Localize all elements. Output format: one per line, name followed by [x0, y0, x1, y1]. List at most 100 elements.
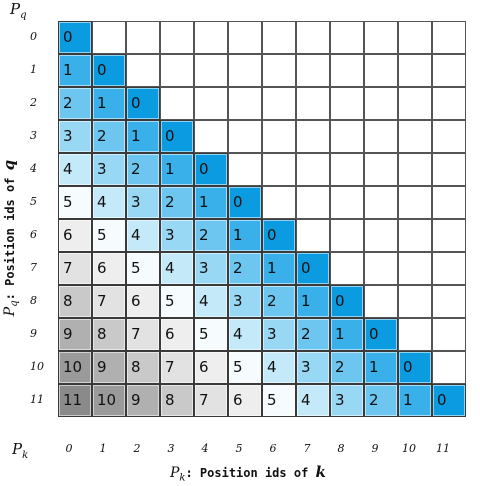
matrix-cell: 1 — [160, 153, 194, 186]
matrix-cell — [194, 54, 228, 87]
matrix-cell — [262, 186, 296, 219]
matrix-cell — [296, 219, 330, 252]
cell-value: 7 — [97, 292, 107, 310]
cell-value: 0 — [267, 226, 277, 244]
row-id-label: 6 — [30, 228, 37, 241]
matrix-cell — [398, 285, 432, 318]
col-id-label: 4 — [201, 442, 209, 455]
matrix-cell: 0 — [160, 120, 194, 153]
cell-value: 3 — [165, 226, 175, 244]
cell-value: 3 — [301, 358, 311, 376]
matrix-cell: 1 — [364, 351, 398, 384]
cell-value: 0 — [301, 259, 311, 277]
cell-value: 0 — [335, 292, 345, 310]
matrix-cell: 2 — [194, 219, 228, 252]
cell-value: 3 — [233, 292, 243, 310]
col-id-label: 6 — [269, 442, 277, 455]
matrix-cell — [330, 54, 364, 87]
matrix-cell — [330, 186, 364, 219]
cell-value: 9 — [131, 391, 141, 409]
row-id-label: 9 — [30, 327, 37, 340]
cell-value: 1 — [267, 259, 277, 277]
matrix-cell: 5 — [262, 384, 296, 417]
matrix-cell: 6 — [58, 219, 92, 252]
cell-value: 1 — [301, 292, 311, 310]
cell-value: 8 — [131, 358, 141, 376]
matrix-cell: 8 — [126, 351, 160, 384]
matrix-cell: 3 — [330, 384, 364, 417]
matrix-cell: 0 — [194, 153, 228, 186]
cell-value: 0 — [63, 28, 73, 46]
cell-value: 3 — [335, 391, 345, 409]
cell-value: 1 — [165, 160, 175, 178]
matrix-cell — [432, 21, 466, 54]
matrix-cell: 10 — [92, 384, 126, 417]
cell-value: 0 — [165, 127, 175, 145]
cell-value: 5 — [267, 391, 277, 409]
cell-value: 3 — [267, 325, 277, 343]
cell-value: 5 — [199, 325, 209, 343]
cell-value: 8 — [165, 391, 175, 409]
cell-value: 6 — [233, 391, 243, 409]
matrix-cell: 3 — [262, 318, 296, 351]
matrix-cell — [262, 54, 296, 87]
matrix-cell — [398, 21, 432, 54]
cell-value: 4 — [97, 193, 107, 211]
matrix-cell — [296, 21, 330, 54]
matrix-cell: 6 — [194, 351, 228, 384]
row-id-label: 0 — [30, 30, 37, 43]
matrix-cell: 1 — [262, 252, 296, 285]
matrix-cell — [432, 120, 466, 153]
matrix-cell: 7 — [58, 252, 92, 285]
col-id-label: 3 — [167, 442, 175, 455]
cell-value: 9 — [63, 325, 73, 343]
matrix-cell — [126, 54, 160, 87]
cell-value: 10 — [97, 391, 117, 409]
matrix-cell: 4 — [194, 285, 228, 318]
cell-value: 2 — [267, 292, 277, 310]
cell-value: 9 — [97, 358, 107, 376]
row-id-label: 4 — [30, 162, 37, 175]
row-id-label: 8 — [30, 294, 37, 307]
matrix-cell: 1 — [126, 120, 160, 153]
cell-value: 2 — [233, 259, 243, 277]
cell-value: 7 — [131, 325, 141, 343]
cell-value: 2 — [301, 325, 311, 343]
matrix-cell: 1 — [228, 219, 262, 252]
matrix-cell: 6 — [160, 318, 194, 351]
matrix-cell — [160, 21, 194, 54]
matrix-cell — [432, 219, 466, 252]
matrix-cell: 4 — [296, 384, 330, 417]
cell-value: 0 — [437, 391, 447, 409]
cell-value: 2 — [165, 193, 175, 211]
matrix-cell — [194, 120, 228, 153]
cell-value: 4 — [165, 259, 175, 277]
matrix-cell — [330, 87, 364, 120]
cell-value: 2 — [199, 226, 209, 244]
matrix-cell: 1 — [398, 384, 432, 417]
matrix-cell — [432, 87, 466, 120]
col-id-label: 5 — [235, 442, 243, 455]
col-id-label: 11 — [436, 442, 450, 455]
cell-value: 4 — [233, 325, 243, 343]
matrix-cell — [160, 87, 194, 120]
cell-value: 4 — [267, 358, 277, 376]
cell-value: 6 — [63, 226, 73, 244]
matrix-cell: 0 — [364, 318, 398, 351]
matrix-cell — [432, 252, 466, 285]
matrix-cell — [296, 87, 330, 120]
matrix-cell: 0 — [126, 87, 160, 120]
matrix-cell: 5 — [160, 285, 194, 318]
matrix-cell: 9 — [126, 384, 160, 417]
matrix-cell: 3 — [296, 351, 330, 384]
cell-value: 8 — [97, 325, 107, 343]
matrix-cell: 4 — [160, 252, 194, 285]
row-id-label: 7 — [30, 261, 37, 274]
cell-value: 2 — [63, 94, 73, 112]
matrix-cell: 4 — [92, 186, 126, 219]
matrix-cell — [432, 153, 466, 186]
matrix-cell: 1 — [296, 285, 330, 318]
cell-value: 0 — [131, 94, 141, 112]
matrix-cell — [364, 54, 398, 87]
matrix-cell — [262, 87, 296, 120]
